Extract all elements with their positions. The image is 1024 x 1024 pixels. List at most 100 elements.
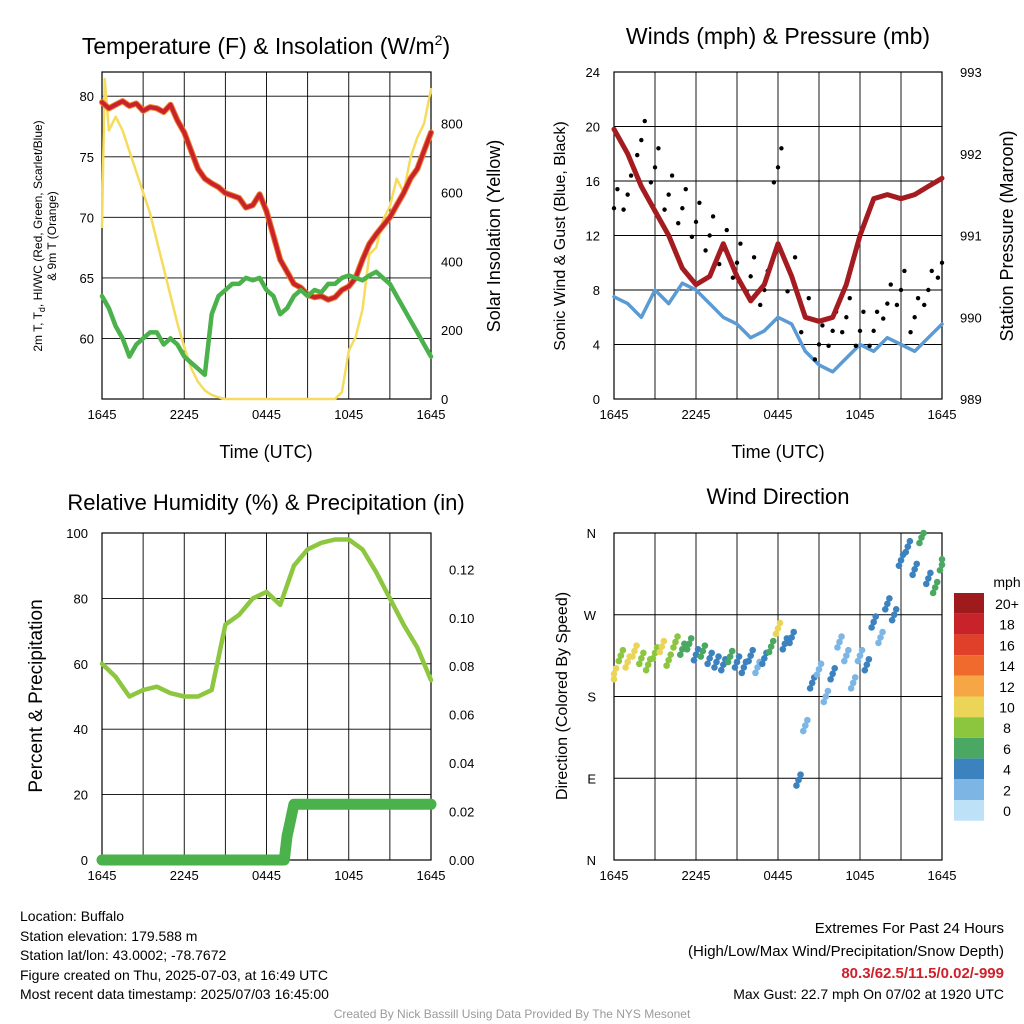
- legend-label: 16: [999, 637, 1015, 653]
- sonic-wind-line: [612, 281, 944, 374]
- direction-point: [895, 562, 903, 569]
- y2-tick-label: 0.02: [449, 805, 474, 820]
- direction-point: [790, 628, 798, 636]
- gust-point: [734, 260, 740, 265]
- direction-point: [868, 624, 875, 631]
- gust-point: [615, 186, 620, 192]
- direction-point: [697, 653, 705, 660]
- direction-point: [629, 653, 636, 660]
- direction-point: [672, 638, 679, 646]
- gust-point: [861, 309, 866, 314]
- direction-point: [779, 645, 787, 653]
- direction-point: [706, 655, 713, 662]
- direction-point: [767, 643, 775, 650]
- direction-point: [815, 665, 823, 673]
- legend-label: 0: [1003, 803, 1011, 819]
- direction-point: [670, 644, 677, 651]
- direction-point: [676, 651, 684, 659]
- y2-tick-label: 990: [960, 310, 982, 325]
- y-tick-label: N: [587, 526, 596, 541]
- direction-point: [631, 647, 638, 655]
- gust-point: [710, 214, 716, 219]
- x-tick-label: 1645: [928, 868, 957, 883]
- direction-point: [858, 646, 866, 654]
- gust-point: [926, 287, 931, 293]
- y2-tick-label: 989: [960, 392, 982, 407]
- credit-line: Created By Nick Bassill Using Data Provi…: [333, 1007, 691, 1021]
- y-tick-label: 40: [74, 722, 88, 737]
- direction-point: [735, 653, 743, 660]
- direction-point: [726, 653, 734, 660]
- y2-tick-label: 0.06: [449, 708, 474, 723]
- extremes-subtitle: (High/Low/Max Wind/Precipitation/Snow De…: [688, 943, 1004, 960]
- y-tick-label: S: [587, 690, 596, 705]
- direction-point: [663, 662, 670, 669]
- gust-point: [826, 343, 831, 349]
- direction-point: [731, 664, 739, 671]
- wind-panel-title: Winds (mph) & Pressure (mb): [626, 23, 930, 49]
- gust-point: [853, 343, 859, 349]
- y2-tick-label: 400: [441, 254, 463, 269]
- legend-swatch: [954, 717, 984, 738]
- direction-point: [622, 664, 629, 671]
- direction-point: [708, 649, 716, 657]
- y2-tick-label: 0: [441, 392, 448, 407]
- temp-xlabel: Time (UTC): [219, 442, 312, 462]
- direction-point: [720, 661, 727, 669]
- gust-point: [871, 328, 876, 334]
- direction-point: [797, 771, 804, 778]
- y2-tick-label: 0.08: [449, 659, 474, 674]
- y-tick-label: 65: [80, 271, 94, 286]
- gust-point: [707, 233, 712, 238]
- legend-label: 18: [999, 617, 1015, 633]
- y-tick-label: 4: [593, 338, 600, 353]
- gust-point: [915, 295, 921, 301]
- y-tick-label: 0: [593, 392, 600, 407]
- direction-point: [615, 657, 623, 665]
- direction-point: [665, 656, 672, 664]
- gust-point: [621, 207, 626, 212]
- direction-point: [913, 560, 921, 568]
- direction-point: [740, 664, 748, 671]
- wind-ylabel-right: Station Pressure (Maroon): [997, 130, 1017, 341]
- gust-point: [635, 152, 640, 158]
- gust-point: [799, 330, 804, 335]
- gust-point: [806, 295, 811, 301]
- direction-point: [836, 638, 843, 646]
- gust-point: [693, 219, 699, 225]
- direction-point: [827, 675, 834, 683]
- direction-point: [938, 556, 946, 563]
- x-tick-label: 0445: [252, 407, 281, 422]
- legend-title: mph: [993, 574, 1020, 590]
- direction-point: [831, 665, 839, 672]
- y-tick-label: 16: [586, 174, 600, 189]
- gust-point: [717, 261, 722, 267]
- gust-point: [812, 357, 818, 362]
- x-tick-label: 1645: [417, 868, 446, 883]
- direction-point: [865, 655, 873, 663]
- extremes-values: 80.3/62.5/11.5/0.02/-999: [841, 965, 1004, 982]
- x-tick-label: 1645: [928, 407, 957, 422]
- y-tick-label: 60: [80, 331, 94, 346]
- legend-label: 4: [1003, 762, 1011, 778]
- station-info: Location: Buffalo Station elevation: 179…: [20, 907, 329, 1005]
- y-tick-label: 0: [81, 853, 88, 868]
- direction-point: [685, 640, 693, 648]
- direction-point: [658, 643, 666, 650]
- direction-point: [802, 722, 809, 729]
- gust-point: [912, 315, 917, 320]
- wind-panel: Winds (mph) & Pressure (mb) Time (UTC) S…: [552, 23, 1017, 462]
- legend-swatch: [954, 779, 984, 800]
- gust-point: [724, 227, 729, 233]
- gust-point: [816, 342, 822, 347]
- direction-point: [761, 655, 768, 662]
- temp-ylabel-left-line2: & 9m T (Orange): [45, 191, 59, 281]
- direction-point: [863, 661, 871, 669]
- direction-point: [911, 566, 918, 573]
- direction-point: [681, 640, 688, 648]
- gust-point: [792, 255, 798, 260]
- direction-point: [667, 651, 675, 659]
- direction-point: [788, 634, 795, 641]
- direction-point: [713, 658, 720, 666]
- direction-point: [933, 578, 941, 586]
